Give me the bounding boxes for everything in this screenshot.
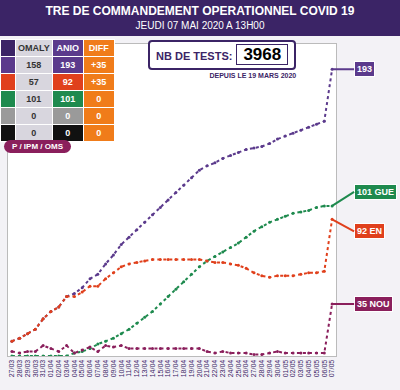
svg-text:06/04: 06/04 — [86, 360, 93, 378]
svg-text:27/03: 27/03 — [8, 360, 15, 378]
html-text:DIFF: DIFF — [88, 43, 109, 53]
svg-text:08/04: 08/04 — [102, 360, 109, 378]
html-text:101: 101 — [60, 94, 76, 104]
html-text:DEPUIS LE 19 MARS 2020: DEPUIS LE 19 MARS 2020 — [209, 72, 297, 79]
svg-text:16/04: 16/04 — [164, 360, 171, 378]
html-text:+35: +35 — [91, 77, 107, 87]
svg-text:193: 193 — [357, 64, 372, 74]
svg-text:04/04: 04/04 — [71, 360, 78, 378]
svg-text:02/04: 02/04 — [55, 360, 62, 378]
svg-text:31/03: 31/03 — [39, 360, 46, 378]
html-text:OMALY: OMALY — [18, 43, 50, 53]
svg-text:19/04: 19/04 — [188, 360, 195, 378]
svg-text:23/04: 23/04 — [219, 360, 226, 378]
svg-text:101 GUE: 101 GUE — [357, 187, 394, 197]
svg-text:17/04: 17/04 — [172, 360, 179, 378]
svg-text:26/04: 26/04 — [242, 360, 249, 378]
html-text:92: 92 — [62, 77, 73, 87]
svg-text:28/03: 28/03 — [16, 360, 23, 378]
svg-text:15/04: 15/04 — [157, 360, 164, 378]
svg-text:03/04: 03/04 — [63, 360, 70, 378]
svg-text:12/04: 12/04 — [133, 360, 140, 378]
html-text:0: 0 — [96, 94, 102, 104]
svg-text:35 NOU: 35 NOU — [357, 299, 390, 309]
html-text:0: 0 — [31, 128, 37, 138]
svg-text:14/04: 14/04 — [149, 360, 156, 378]
svg-text:21/04: 21/04 — [203, 360, 210, 378]
svg-text:03/05: 03/05 — [297, 360, 304, 378]
html-text:57: 57 — [28, 77, 39, 87]
svg-text:07/05: 07/05 — [328, 360, 335, 378]
svg-text:92 EN: 92 EN — [357, 226, 382, 236]
html-text:0: 0 — [65, 111, 71, 121]
svg-text:05/04: 05/04 — [78, 360, 85, 378]
html-text:P / IPM / OMS: P / IPM / OMS — [12, 142, 63, 151]
html-text:0: 0 — [96, 111, 102, 121]
html-text:NB DE TESTS:: NB DE TESTS: — [156, 50, 233, 62]
svg-text:11/04: 11/04 — [125, 360, 132, 377]
html-text:TRE DE COMMANDEMENT OPERATIONN: TRE DE COMMANDEMENT OPERATIONNEL COVID 1… — [45, 4, 355, 18]
html-text:101: 101 — [26, 94, 42, 104]
svg-text:10/04: 10/04 — [118, 360, 125, 378]
html-text:0: 0 — [31, 111, 37, 121]
svg-text:02/05: 02/05 — [289, 360, 296, 378]
svg-text:20/04: 20/04 — [196, 360, 203, 378]
svg-text:30/03: 30/03 — [32, 360, 39, 378]
svg-text:24/04: 24/04 — [227, 360, 234, 378]
html-text:0: 0 — [65, 128, 71, 138]
svg-text:30/04: 30/04 — [274, 360, 281, 378]
svg-text:04/05: 04/05 — [305, 360, 312, 378]
svg-text:06/05: 06/05 — [321, 360, 328, 378]
svg-text:01/04: 01/04 — [47, 360, 54, 378]
svg-text:29/03: 29/03 — [24, 360, 31, 378]
html-text:193: 193 — [60, 60, 76, 70]
svg-text:07/04: 07/04 — [94, 360, 101, 378]
svg-text:13/04: 13/04 — [141, 360, 148, 378]
svg-text:09/04: 09/04 — [110, 360, 117, 378]
svg-text:29/04: 29/04 — [266, 360, 273, 378]
html-text:ANIO: ANIO — [56, 43, 79, 53]
html-text:0: 0 — [96, 128, 102, 138]
svg-text:22/04: 22/04 — [211, 360, 218, 378]
html-text:158: 158 — [26, 60, 42, 70]
svg-text:27/04: 27/04 — [250, 360, 257, 378]
html-text:3968: 3968 — [243, 45, 282, 64]
svg-text:25/04: 25/04 — [235, 360, 242, 378]
svg-text:01/05: 01/05 — [282, 360, 289, 378]
svg-text:28/04: 28/04 — [258, 360, 265, 378]
svg-text:05/05: 05/05 — [313, 360, 320, 378]
svg-text:18/04: 18/04 — [180, 360, 187, 378]
html-text:+35: +35 — [91, 60, 107, 70]
html-text:JEUDI 07 MAI 2020 A 13H00: JEUDI 07 MAI 2020 A 13H00 — [135, 20, 265, 31]
